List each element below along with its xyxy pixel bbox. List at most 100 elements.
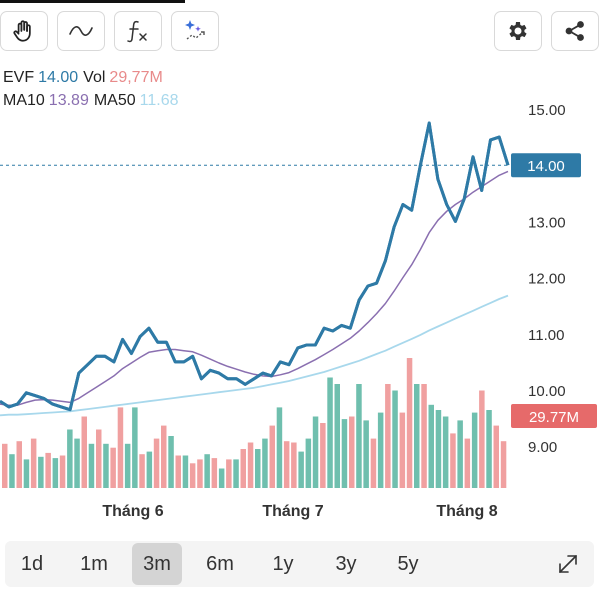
volume-bar: [23, 459, 30, 488]
x-axis-label: Tháng 7: [262, 503, 323, 520]
volume-bar: [377, 412, 384, 488]
volume-bar: [240, 449, 246, 488]
top-indicator: [0, 0, 185, 3]
y-tick-label: 15.00: [528, 102, 566, 119]
volume-bar: [81, 416, 87, 488]
volume-bar: [392, 390, 398, 488]
volume-bar: [2, 443, 8, 488]
volume-bar: [139, 454, 145, 488]
legend-ma10-value: 13.89: [48, 92, 89, 109]
volume-bar: [168, 436, 174, 488]
ma10-line: [0, 170, 509, 406]
x-axis-label: Tháng 6: [102, 503, 163, 520]
volume-bar: [305, 438, 312, 488]
legend-ma: MA10 13.89 MA50 11.68: [3, 91, 184, 111]
volume-tag-bg: [511, 404, 597, 428]
volume-bar: [312, 416, 319, 488]
volume-bar: [211, 458, 218, 488]
legend-ma50-value: 11.68: [139, 92, 179, 109]
volume-bar: [182, 455, 189, 488]
y-tick-label: 13.00: [528, 214, 566, 231]
volume-bar: [30, 438, 37, 488]
volume-bar: [103, 443, 109, 488]
volume-bar: [479, 390, 485, 488]
price-line: [0, 121, 510, 412]
volume-bar: [226, 459, 232, 488]
line-tool-button[interactable]: [57, 11, 105, 51]
hand-pan-icon: [13, 20, 31, 42]
y-tick-label: 12.00: [528, 271, 566, 288]
volume-bar: [74, 438, 80, 488]
settings-button[interactable]: [494, 11, 542, 51]
legend-price-value: 14.00: [38, 69, 79, 86]
volume-bar: [385, 384, 391, 488]
price-chart[interactable]: 15.00 13.00 12.00 11.00 10.00 9.00 14.00 29.77M…: [0, 60, 600, 530]
function-button[interactable]: [114, 11, 162, 51]
volume-bar: [334, 384, 340, 488]
volume-bar: [421, 384, 427, 488]
range-option-5y[interactable]: 5y: [397, 552, 419, 575]
volume-bar: [45, 452, 51, 488]
volume-bar: [110, 447, 116, 488]
volume-bar: [255, 449, 261, 488]
volume-bar: [283, 441, 290, 488]
range-option-1m[interactable]: 1m: [80, 552, 108, 575]
volume-bar: [59, 455, 66, 488]
gear-icon: [509, 22, 527, 40]
volume-bar: [291, 442, 297, 488]
volume-bar: [428, 404, 434, 488]
range-option-1y[interactable]: 1y: [272, 552, 294, 575]
volume-bar: [189, 463, 196, 488]
volume-bar: [486, 410, 492, 488]
volume-bar: [161, 425, 167, 488]
x-axis-label: Tháng 8: [436, 503, 497, 520]
range-option-6m[interactable]: 6m: [206, 552, 234, 575]
ai-sparkle-button[interactable]: [171, 11, 219, 51]
volume-bar: [450, 433, 456, 488]
volume-bar: [464, 438, 471, 488]
volume-bar: [406, 358, 413, 488]
volume-bar: [204, 454, 210, 488]
volume-bar: [457, 420, 463, 488]
range-option-3m[interactable]: 3m: [132, 543, 182, 585]
volume-bar: [218, 468, 225, 488]
volume-bar: [500, 441, 507, 488]
volume-bar: [435, 410, 442, 488]
expand-button[interactable]: [556, 552, 580, 581]
function-icon: [127, 20, 147, 43]
volume-bar: [233, 459, 239, 488]
volume-bar: [370, 438, 377, 488]
volume-bar: [132, 407, 138, 488]
volume-bar: [197, 459, 203, 488]
volume-bar: [493, 425, 499, 488]
price-tag: 14.00: [527, 158, 565, 175]
legend-ma50-label: MA50: [93, 92, 136, 109]
volume-bar: [9, 454, 15, 488]
volume-bar: [414, 384, 420, 488]
share-button[interactable]: [551, 11, 599, 51]
price-line-top: [0, 121, 510, 412]
volume-bar: [52, 458, 59, 488]
legend-price: EVF 14.00 Vol 29,77M: [3, 68, 168, 88]
volume-bar: [471, 412, 478, 488]
volume-bar: [124, 443, 131, 488]
range-option-3y[interactable]: 3y: [335, 552, 357, 575]
ai-sparkle-icon: [185, 20, 205, 40]
volume-bar: [262, 438, 268, 488]
volume-bar: [88, 443, 95, 488]
line-tool-icon: [69, 26, 93, 36]
volume-bar: [341, 419, 348, 488]
legend-symbol: EVF: [3, 69, 35, 86]
volume-tag: 29.77M: [529, 409, 579, 426]
volume-bar: [399, 412, 406, 488]
volume-bar: [442, 416, 449, 488]
range-option-1d[interactable]: 1d: [20, 552, 44, 575]
volume-bar: [117, 407, 124, 488]
y-tick-label: 11.00: [528, 327, 564, 344]
volume-bar: [175, 455, 181, 488]
ma50-line: [0, 294, 509, 417]
volume-bar: [269, 425, 275, 488]
hand-pan-button[interactable]: [0, 11, 48, 51]
legend-vol-value: 29,77M: [109, 69, 163, 86]
volume-bar: [298, 451, 304, 488]
